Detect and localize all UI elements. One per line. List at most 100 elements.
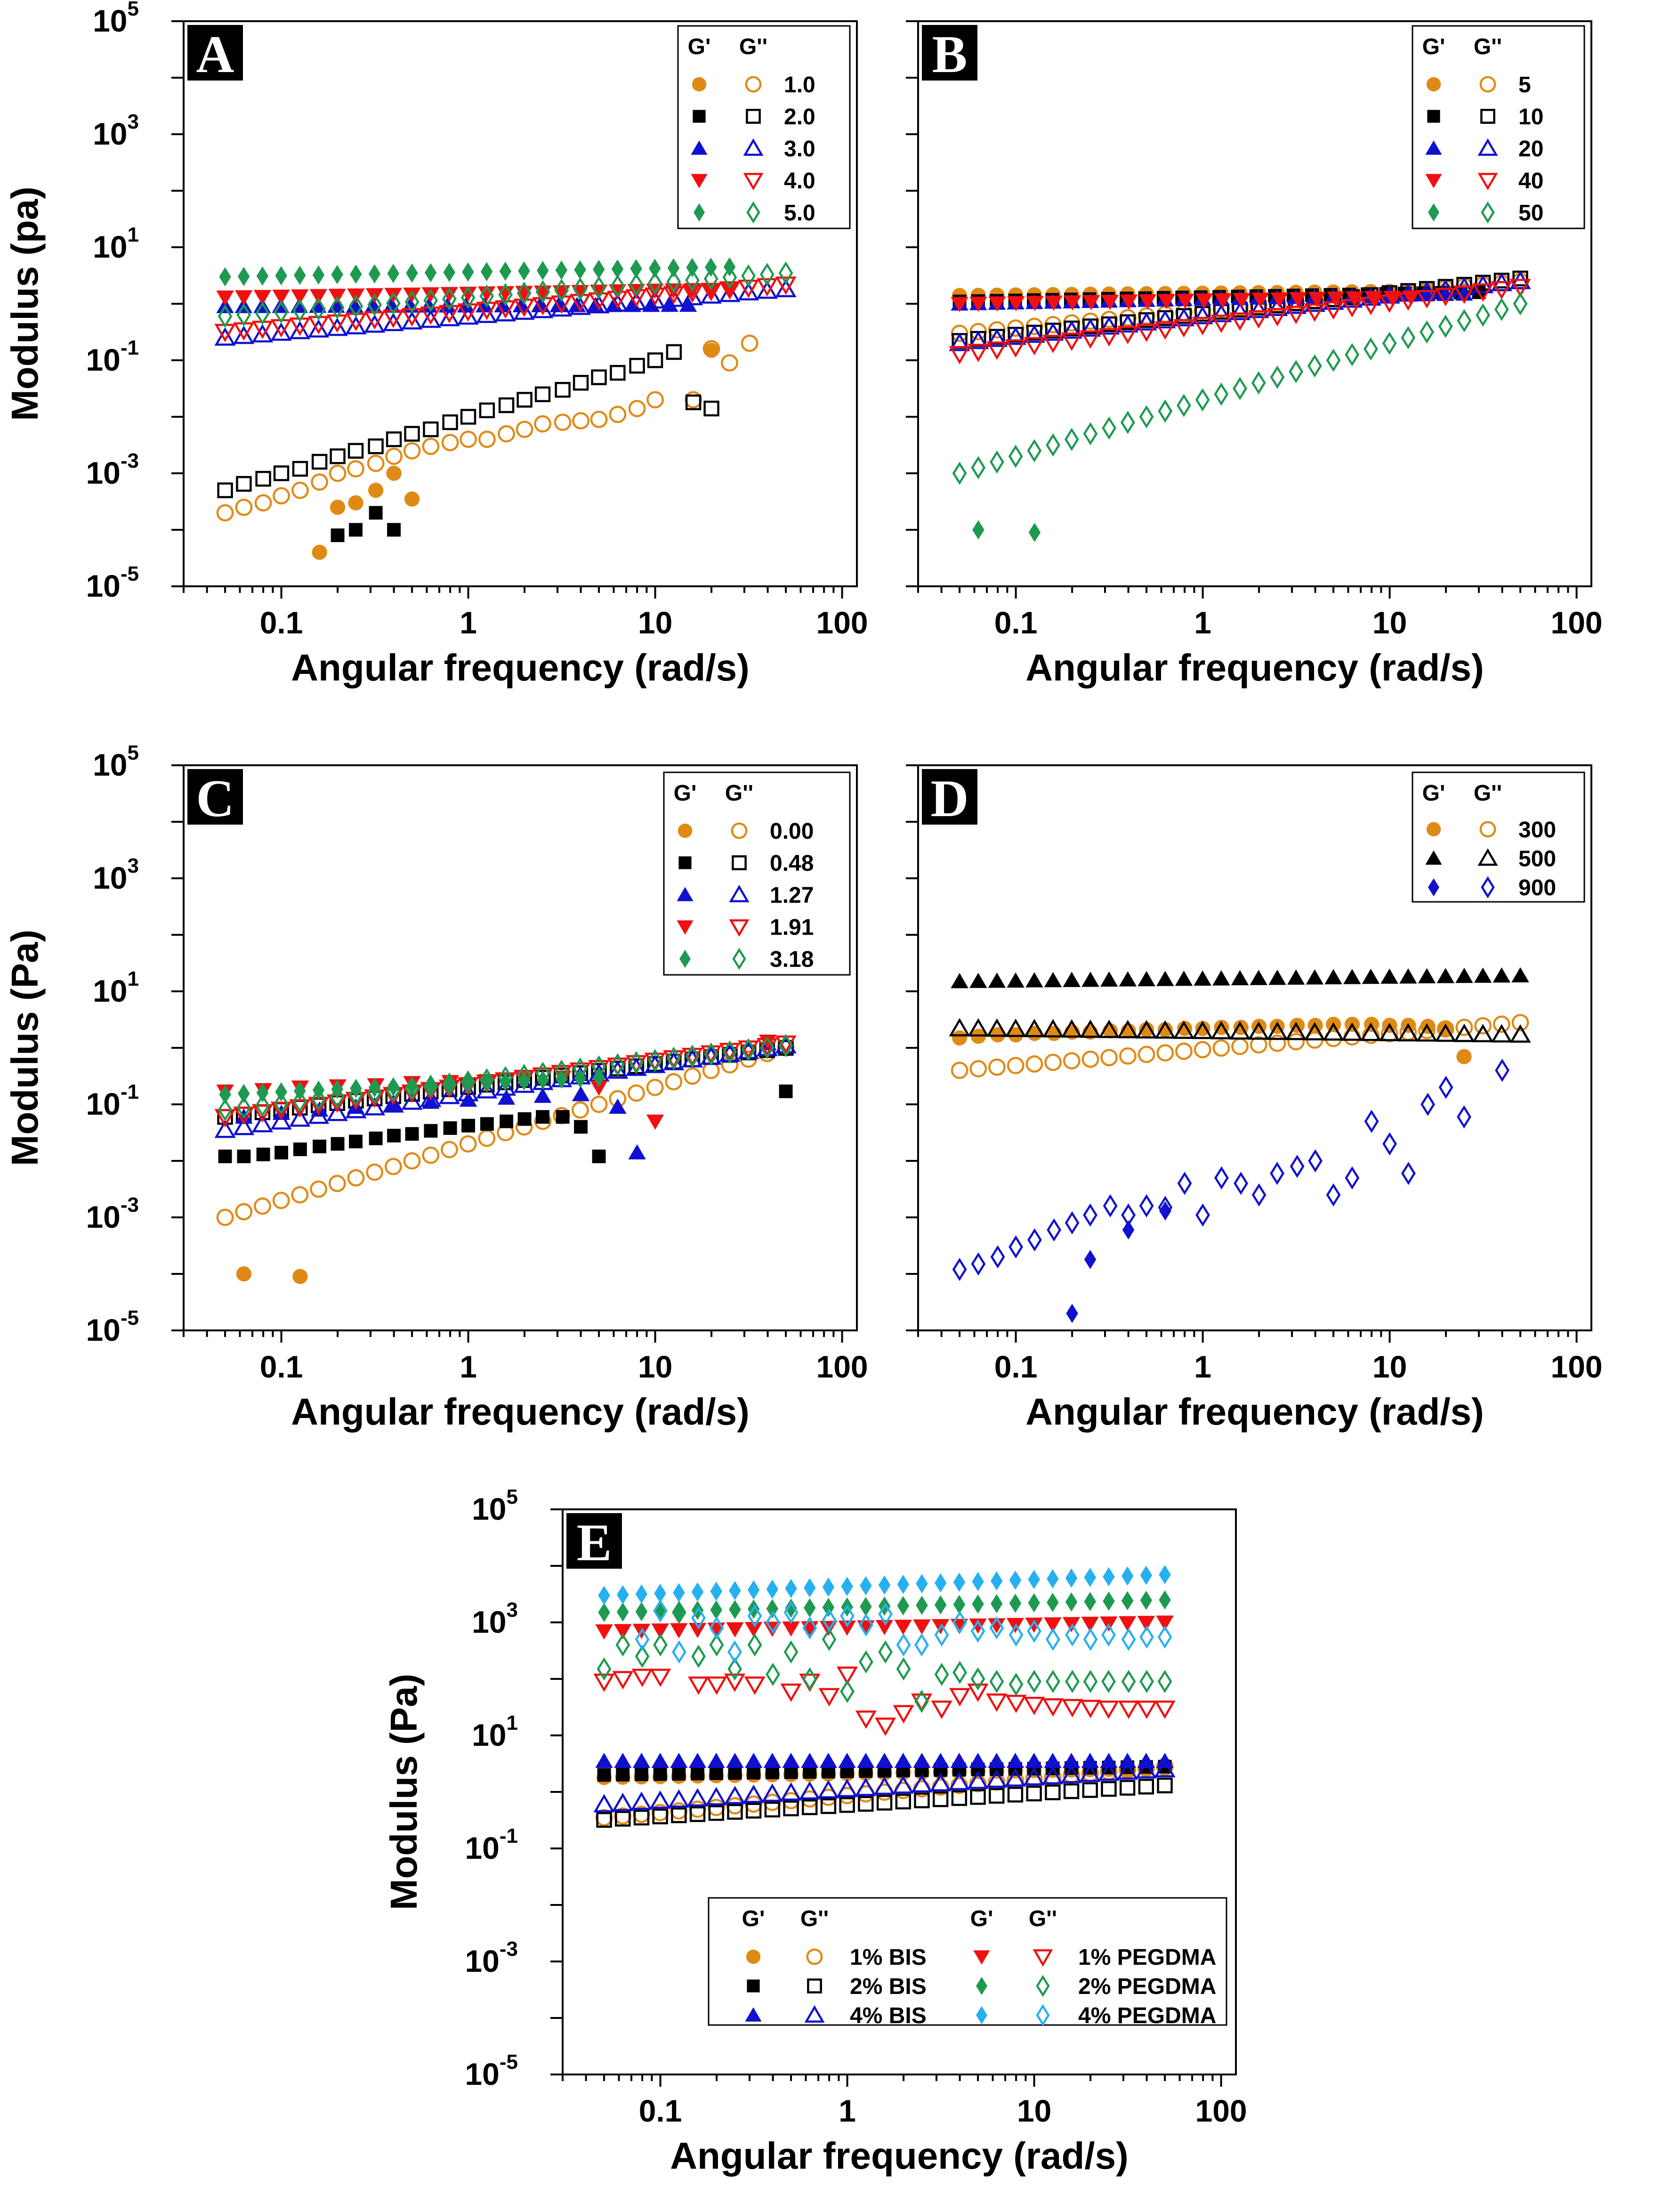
gpp-point — [663, 1050, 685, 1069]
legend-marker-filled — [1428, 203, 1439, 222]
gp-point — [875, 1620, 894, 1636]
gp-point — [635, 1602, 648, 1621]
gp-point — [670, 1752, 688, 1768]
gpp-point — [766, 1611, 780, 1634]
gpp-point — [1065, 1669, 1080, 1693]
gp-point — [348, 495, 363, 510]
legend-marker-open — [732, 948, 746, 970]
legend-marker-filled — [1426, 822, 1441, 837]
gpp-point — [738, 279, 759, 298]
gpp-point — [422, 438, 440, 455]
gp-point — [1362, 968, 1380, 984]
gpp-point — [1494, 298, 1509, 321]
gpp-point — [1267, 308, 1288, 326]
gpp-point — [666, 344, 682, 360]
gp-point — [1159, 1565, 1171, 1584]
legend-label: 1% BIS — [850, 1945, 927, 1970]
gpp-point — [1210, 304, 1232, 323]
gpp-point — [233, 1117, 255, 1135]
gp-point — [623, 297, 642, 312]
gpp-point — [476, 1080, 498, 1099]
gp-point — [309, 289, 328, 305]
x-tick-label: 10 — [638, 605, 672, 640]
gp-point — [1157, 294, 1176, 309]
gp-point — [590, 1080, 608, 1096]
gp-point — [1121, 1566, 1134, 1586]
gpp-point — [719, 284, 741, 302]
gp-point — [420, 297, 438, 313]
panel-label-box — [187, 769, 243, 825]
gp-point — [653, 1767, 667, 1781]
gp-point — [988, 296, 1006, 312]
gpp-point — [1513, 292, 1528, 316]
gp-point — [571, 284, 589, 300]
x-tick-label: 1 — [460, 605, 477, 640]
gp-point — [518, 261, 530, 281]
gp-point — [292, 1269, 308, 1284]
gpp-point — [1491, 281, 1512, 300]
gpp-point — [251, 324, 274, 343]
gp-point — [617, 1585, 629, 1604]
gpp-point — [476, 304, 498, 323]
gp-point — [758, 1034, 777, 1050]
gpp-point — [272, 1191, 290, 1209]
gp-point — [1176, 293, 1194, 309]
gp-point — [481, 1073, 493, 1092]
gpp-point — [1042, 1766, 1064, 1784]
gpp-point — [607, 1060, 629, 1079]
gpp-point — [1453, 1023, 1475, 1042]
gp-point — [860, 1576, 872, 1596]
gpp-point — [1101, 1623, 1116, 1647]
legend-marker-open — [1033, 1949, 1053, 1967]
legend-marker-open — [1480, 109, 1495, 124]
gpp-point — [1416, 290, 1438, 308]
gp-point — [605, 297, 623, 312]
gp-point — [897, 1596, 910, 1616]
gp-point — [424, 263, 437, 283]
gpp-point — [326, 317, 348, 336]
gp-point — [1157, 1022, 1173, 1037]
x-axis-title: Angular frequency (rad/s) — [670, 2135, 1129, 2177]
legend-header: G' — [1422, 781, 1445, 806]
gpp-point — [1285, 295, 1307, 314]
gpp-point — [635, 1628, 650, 1651]
gpp-point — [914, 1792, 930, 1808]
gp-point — [592, 1150, 606, 1163]
legend-marker-open — [743, 138, 764, 156]
y-tick-exponent: 1 — [128, 967, 139, 990]
gp-point — [1045, 295, 1063, 311]
gpp-point — [1401, 1161, 1416, 1185]
gpp-point — [1214, 1166, 1229, 1190]
gpp-point — [1081, 1050, 1099, 1068]
gp-point — [728, 1766, 742, 1780]
gpp-point — [534, 415, 551, 433]
gpp-point — [1005, 1018, 1026, 1037]
gp-point — [597, 1768, 611, 1782]
gpp-point — [1323, 1022, 1344, 1041]
legend-box — [663, 771, 851, 976]
legend-label: 2% PEGDMA — [1078, 1974, 1216, 1999]
gpp-point — [986, 341, 1008, 360]
gpp-point — [438, 305, 460, 324]
gp-point — [477, 286, 496, 302]
panel-label: C — [196, 770, 234, 828]
gp-point — [661, 296, 678, 312]
gp-point — [331, 1079, 344, 1099]
gpp-point — [1307, 354, 1322, 378]
gp-point — [804, 1598, 816, 1618]
gpp-point — [876, 1795, 893, 1811]
gp-point — [934, 1595, 947, 1615]
legend-label: 3.18 — [770, 947, 814, 972]
y-tick-label: 101 — [93, 223, 139, 264]
gpp-point — [652, 1808, 668, 1824]
gpp-point — [1401, 326, 1416, 349]
gp-point — [1081, 1617, 1099, 1632]
x-axis-title: Angular frequency (rad/s) — [291, 647, 750, 689]
gp-point — [688, 1752, 707, 1768]
gpp-point — [367, 454, 385, 472]
gpp-point — [1042, 1698, 1064, 1717]
gp-point — [785, 1598, 797, 1618]
gpp-point — [386, 431, 402, 447]
gpp-point — [727, 1804, 743, 1820]
gpp-point — [709, 1616, 724, 1640]
